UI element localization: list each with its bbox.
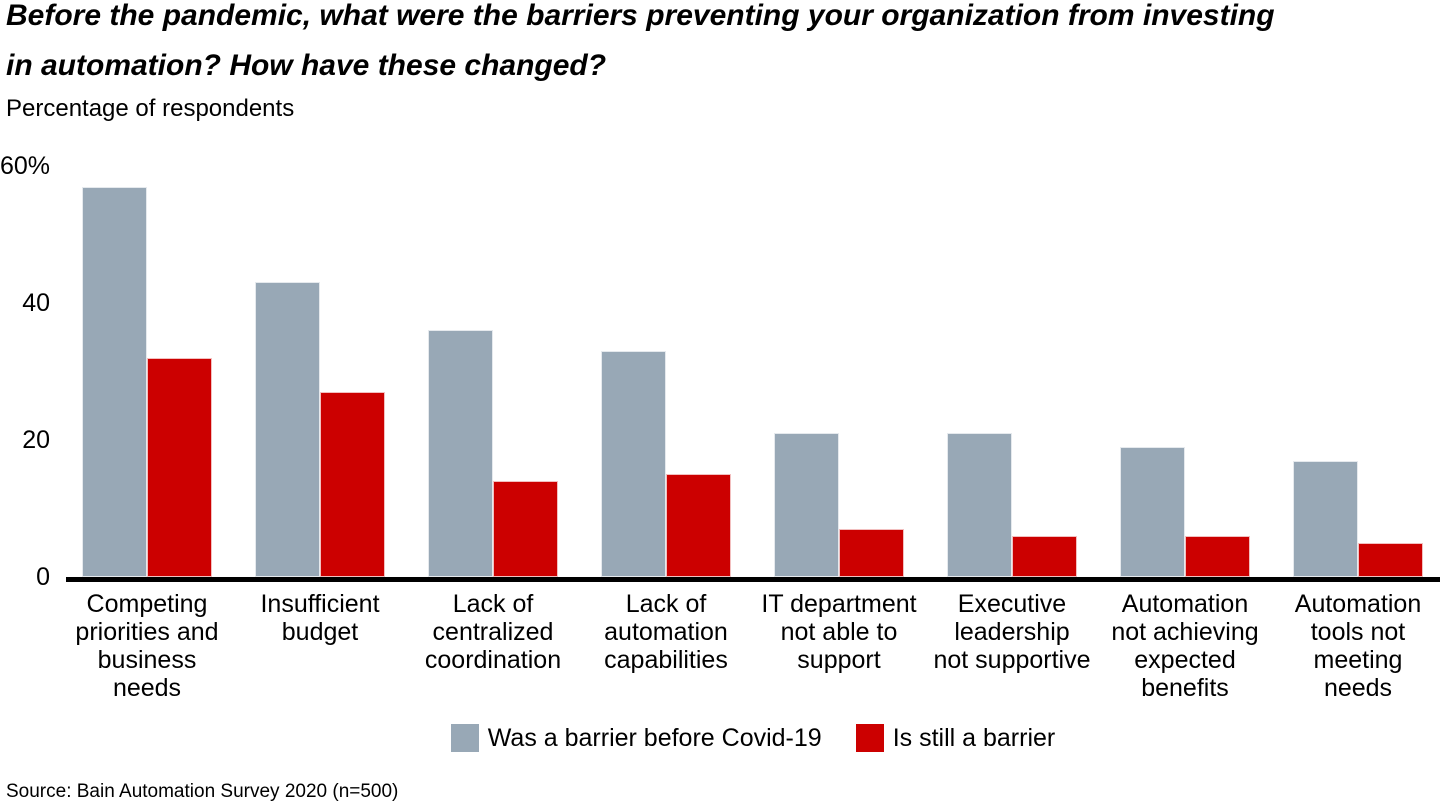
category-label: Competing priorities and business needs: [75, 590, 219, 702]
category-label: Lack of automation capabilities: [604, 590, 728, 674]
legend-item-still-barrier: Is still a barrier: [855, 724, 1056, 752]
bar-was-barrier-before-covid: [82, 186, 147, 577]
source-note: Source: Bain Automation Survey 2020 (n=5…: [6, 781, 399, 802]
x-axis-line: [66, 577, 1440, 582]
bar-is-still-barrier: [320, 392, 385, 577]
y-axis-tick-label: 20: [22, 425, 50, 454]
legend-label-before-covid: Was a barrier before Covid-19: [487, 724, 822, 752]
category-label: Lack of centralized coordination: [424, 590, 562, 674]
bar-is-still-barrier: [1358, 542, 1423, 577]
legend: Was a barrier before Covid-19 Is still a…: [66, 723, 1440, 753]
bar-was-barrier-before-covid: [601, 350, 666, 577]
plot-area: [66, 166, 1440, 577]
bar-is-still-barrier: [1185, 535, 1250, 577]
bar-is-still-barrier: [493, 481, 558, 577]
category-label: IT department not able to support: [761, 590, 917, 674]
bar-is-still-barrier: [147, 357, 212, 577]
bar-was-barrier-before-covid: [255, 282, 320, 577]
bar-is-still-barrier: [1012, 535, 1077, 577]
chart-subtitle: Percentage of respondents: [6, 95, 295, 122]
bar-was-barrier-before-covid: [428, 330, 493, 577]
category-label: Insufficient budget: [260, 590, 380, 646]
legend-swatch-before-covid: [450, 724, 479, 752]
category-label: Automation tools not meeting needs: [1294, 590, 1422, 702]
y-axis-tick-label: 60%: [0, 151, 50, 180]
bar-was-barrier-before-covid: [1120, 446, 1185, 577]
bar-was-barrier-before-covid: [1293, 460, 1358, 577]
bar-is-still-barrier: [839, 529, 904, 577]
chart-title: Before the pandemic, what were the barri…: [6, 0, 1275, 82]
legend-swatch-still-barrier: [855, 724, 884, 752]
legend-label-still-barrier: Is still a barrier: [892, 724, 1056, 752]
legend-item-before-covid: Was a barrier before Covid-19: [450, 724, 822, 752]
bar-is-still-barrier: [666, 474, 731, 577]
category-label: Executive leadership not supportive: [933, 590, 1091, 674]
category-label: Automation not achieving expected benefi…: [1111, 590, 1259, 702]
bar-was-barrier-before-covid: [774, 433, 839, 577]
bar-was-barrier-before-covid: [947, 433, 1012, 577]
y-axis-tick-label: 40: [22, 288, 50, 317]
y-axis-tick-label: 0: [36, 562, 50, 591]
